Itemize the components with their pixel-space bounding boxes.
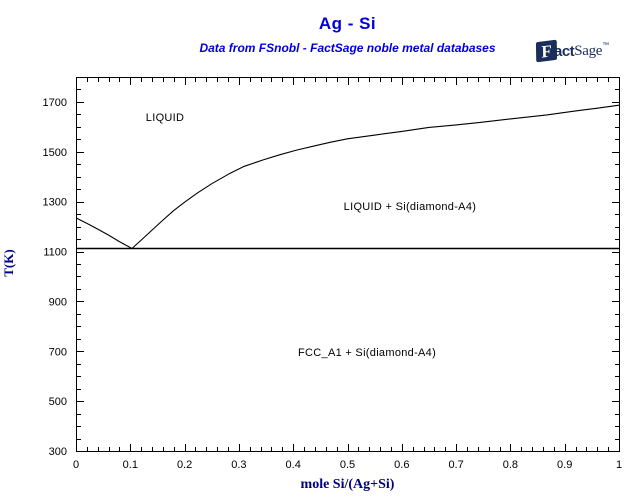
svg-text:700: 700	[49, 346, 67, 358]
factsage-logo-trademark: ™	[602, 41, 610, 49]
svg-text:0.8: 0.8	[503, 459, 518, 471]
axis-ticks	[76, 78, 620, 452]
svg-text:0.2: 0.2	[177, 459, 192, 471]
svg-text:0.9: 0.9	[557, 459, 572, 471]
svg-text:0: 0	[73, 459, 79, 471]
svg-text:1300: 1300	[43, 197, 67, 209]
region-labels: LIQUID LIQUID + Si(diamond-A4) FCC_A1 + Si…	[146, 112, 476, 359]
plot-border	[76, 77, 620, 452]
y-axis-title: T(K)	[1, 249, 16, 277]
svg-text:FCC_A1 + Si(diamond-A4): FCC_A1 + Si(diamond-A4)	[298, 347, 436, 359]
liquidus-curve	[75, 104, 620, 250]
svg-text:1100: 1100	[43, 247, 67, 259]
svg-text:900: 900	[49, 296, 67, 308]
factsage-logo-act: act	[554, 42, 575, 60]
chart-subtitle: Data from FSnobl - FactSage noble metal …	[199, 41, 496, 55]
svg-text:0.6: 0.6	[394, 459, 409, 471]
factsage-logo-sage: Sage	[574, 42, 603, 59]
svg-text:LIQUID: LIQUID	[146, 112, 184, 124]
svg-text:1500: 1500	[43, 147, 67, 159]
svg-text:1: 1	[616, 459, 622, 471]
svg-text:1700: 1700	[43, 97, 67, 109]
chart-title: Ag - Si	[318, 14, 377, 33]
x-axis-title: mole Si/(Ag+Si)	[300, 477, 395, 492]
svg-text:0.4: 0.4	[286, 459, 301, 471]
svg-text:300: 300	[49, 446, 67, 458]
svg-text:0.1: 0.1	[123, 459, 138, 471]
tick-labels: 0 0.1 0.2 0.3 0.4 0.5 0.6 0.7 0.8 0.9 130050070090…	[43, 97, 623, 471]
svg-text:500: 500	[49, 396, 67, 408]
svg-text:LIQUID + Si(diamond-A4): LIQUID + Si(diamond-A4)	[344, 201, 477, 213]
svg-text:0.5: 0.5	[340, 459, 355, 471]
svg-text:0.7: 0.7	[448, 459, 463, 471]
svg-text:0.3: 0.3	[231, 459, 246, 471]
